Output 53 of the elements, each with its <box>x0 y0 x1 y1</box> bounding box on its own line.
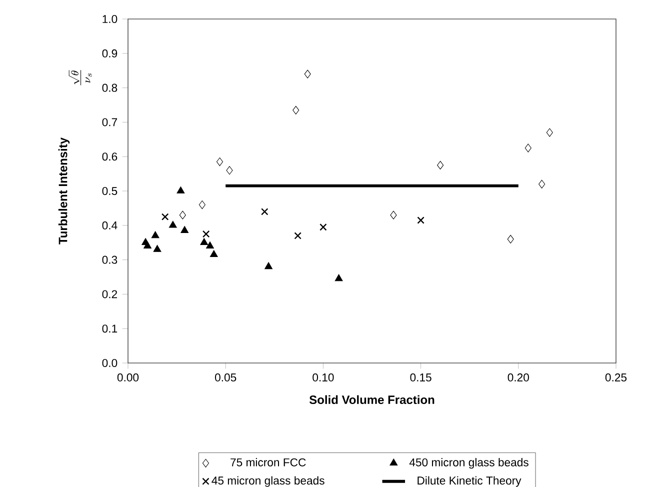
legend-label: Dilute Kinetic Theory <box>418 476 522 487</box>
point <box>216 157 224 166</box>
x-tick-label: 0.20 <box>508 373 529 382</box>
x-tick-label: 0.25 <box>605 373 627 382</box>
point <box>179 210 186 220</box>
legend-label: 45 micron glass beads <box>212 476 324 487</box>
y-tick-label: 0.8 <box>102 84 118 92</box>
point <box>176 186 185 194</box>
x-tick-label: 0.00 <box>117 373 139 382</box>
point <box>161 213 169 220</box>
point <box>168 220 177 228</box>
point <box>304 70 311 78</box>
y-tick-label: 0.5 <box>102 187 118 196</box>
y-tick-label: 0.2 <box>102 290 118 298</box>
point <box>546 128 553 137</box>
x-axis-title: Solid Volume Fraction <box>309 395 434 404</box>
y-tick-label: 0.4 <box>102 221 118 230</box>
point <box>151 231 160 238</box>
point <box>180 226 189 233</box>
point <box>507 234 514 244</box>
y-tick-label: 0.3 <box>102 256 118 264</box>
point <box>334 274 343 282</box>
point <box>524 144 532 152</box>
point <box>153 244 162 252</box>
point <box>198 200 206 210</box>
point <box>390 210 397 220</box>
point <box>417 216 424 224</box>
y-tick-label: 0.1 <box>102 324 118 333</box>
y-tick-label: 0.7 <box>102 118 118 126</box>
text: $\frac{\sqrt{\theta}}{\nu_s}$ <box>68 70 92 86</box>
y-axis-title: Turbulent Intensity <box>58 138 70 244</box>
x-tick-label: 0.15 <box>410 373 432 382</box>
point <box>538 180 546 188</box>
x-tick-label: 0.05 <box>215 373 236 382</box>
legend-label: 75 micron FCC <box>230 458 306 466</box>
point <box>226 166 233 175</box>
point <box>264 262 273 270</box>
point <box>292 106 300 114</box>
point <box>261 208 268 216</box>
point <box>210 250 218 258</box>
y-tick-label: 1.0 <box>102 15 118 24</box>
point <box>294 232 302 240</box>
y-tick-label: 0.9 <box>102 49 118 58</box>
legend-label: 450 micron glass beads <box>409 458 528 469</box>
point <box>202 230 210 238</box>
point <box>200 238 208 246</box>
y-tick-label: 0.0 <box>102 359 118 368</box>
point <box>320 224 327 231</box>
y-tick-label: 0.6 <box>102 152 118 161</box>
point <box>437 160 444 170</box>
x-tick-label: 0.10 <box>312 373 334 382</box>
point <box>144 242 152 248</box>
point <box>206 242 214 248</box>
